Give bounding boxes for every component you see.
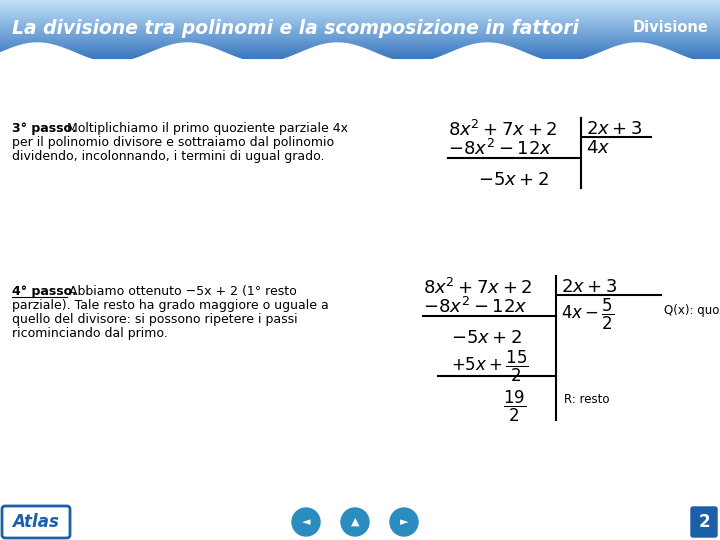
Text: La divisione tra polinomi e la scomposizione in fattori: La divisione tra polinomi e la scomposiz…	[12, 18, 579, 37]
Bar	[0, 29, 720, 30]
Text: $2x + 3$: $2x + 3$	[586, 120, 642, 138]
Bar	[0, 7, 720, 8]
Text: 4° passo.: 4° passo.	[12, 285, 77, 298]
Text: per il polinomio divisore e sottraiamo dal polinomio: per il polinomio divisore e sottraiamo d…	[12, 136, 334, 149]
Text: $-8x^2 - 12x$: $-8x^2 - 12x$	[423, 297, 527, 317]
Bar	[0, 38, 720, 39]
Text: $4x$: $4x$	[586, 139, 611, 157]
Bar	[0, 26, 720, 27]
Bar	[0, 20, 720, 21]
Bar	[0, 22, 720, 23]
Bar	[0, 11, 720, 12]
Text: $8x^2 + 7x + 2$: $8x^2 + 7x + 2$	[423, 278, 533, 298]
Text: Abbiamo ottenuto −5x + 2 (1° resto: Abbiamo ottenuto −5x + 2 (1° resto	[69, 285, 297, 298]
Bar	[0, 48, 720, 49]
Bar	[0, 56, 720, 57]
Bar	[0, 28, 720, 29]
Bar	[0, 0, 720, 1]
Text: R: resto: R: resto	[564, 393, 610, 406]
Bar	[0, 40, 720, 41]
Text: Q(x): quoziente: Q(x): quoziente	[664, 304, 720, 317]
Text: $+5x + \dfrac{15}{2}$: $+5x + \dfrac{15}{2}$	[451, 349, 529, 384]
Bar	[0, 9, 720, 10]
Text: quello del divisore: si possono ripetere i passi: quello del divisore: si possono ripetere…	[12, 313, 297, 326]
Text: $\dfrac{19}{2}$: $\dfrac{19}{2}$	[503, 389, 526, 424]
Bar	[0, 50, 720, 51]
Bar	[0, 36, 720, 37]
Circle shape	[341, 508, 369, 536]
Text: $4x - \dfrac{5}{2}$: $4x - \dfrac{5}{2}$	[561, 297, 614, 332]
Bar	[0, 21, 720, 22]
Bar	[0, 12, 720, 13]
Text: 2: 2	[698, 513, 710, 531]
Bar	[0, 4, 720, 5]
Bar	[0, 39, 720, 40]
Bar	[0, 51, 720, 52]
Bar	[0, 30, 720, 31]
Bar	[0, 54, 720, 55]
Bar	[0, 1, 720, 2]
Circle shape	[390, 508, 418, 536]
Text: dividendo, incolonnando, i termini di ugual grado.: dividendo, incolonnando, i termini di ug…	[12, 150, 325, 163]
Text: Atlas: Atlas	[12, 513, 60, 531]
Bar	[0, 27, 720, 28]
Bar	[0, 14, 720, 15]
Bar	[0, 37, 720, 38]
Bar	[0, 46, 720, 47]
Bar	[0, 19, 720, 20]
Text: Divisione: Divisione	[632, 21, 708, 36]
Text: $-5x + 2$: $-5x + 2$	[451, 329, 522, 347]
Bar	[0, 35, 720, 36]
Bar	[0, 53, 720, 54]
Bar	[0, 6, 720, 7]
Bar	[0, 24, 720, 25]
Text: $8x^2 + 7x + 2$: $8x^2 + 7x + 2$	[448, 120, 557, 140]
Text: $-8x^2 - 12x$: $-8x^2 - 12x$	[448, 139, 552, 159]
Bar	[0, 34, 720, 35]
Text: parziale). Tale resto ha grado maggiore o uguale a: parziale). Tale resto ha grado maggiore …	[12, 299, 329, 312]
Bar	[0, 25, 720, 26]
Text: ricominciando dal primo.: ricominciando dal primo.	[12, 327, 168, 340]
Bar	[0, 52, 720, 53]
Bar	[0, 47, 720, 48]
Bar	[0, 13, 720, 14]
Bar	[0, 57, 720, 58]
Text: $-5x + 2$: $-5x + 2$	[478, 171, 549, 189]
Bar	[0, 55, 720, 56]
Bar	[0, 17, 720, 18]
Bar	[0, 45, 720, 46]
Bar	[0, 44, 720, 45]
Circle shape	[292, 508, 320, 536]
Bar	[0, 49, 720, 50]
Text: ►: ►	[400, 517, 408, 527]
Text: $2x + 3$: $2x + 3$	[561, 278, 617, 296]
Bar	[0, 41, 720, 42]
Bar	[0, 23, 720, 24]
Bar	[0, 15, 720, 16]
Bar	[0, 42, 720, 43]
Bar	[0, 18, 720, 19]
Bar	[0, 31, 720, 32]
Bar	[0, 3, 720, 4]
Bar	[0, 16, 720, 17]
Text: 3° passo.: 3° passo.	[12, 122, 77, 135]
Bar	[0, 43, 720, 44]
FancyBboxPatch shape	[691, 507, 717, 537]
Bar	[0, 2, 720, 3]
Text: ▲: ▲	[351, 517, 359, 527]
Bar	[0, 33, 720, 34]
Bar	[0, 32, 720, 33]
FancyBboxPatch shape	[2, 506, 70, 538]
Bar	[0, 5, 720, 6]
Bar	[0, 10, 720, 11]
Text: Moltiplichiamo il primo quoziente parziale 4x: Moltiplichiamo il primo quoziente parzia…	[67, 122, 348, 135]
Bar	[0, 8, 720, 9]
Text: ◄: ◄	[302, 517, 310, 527]
